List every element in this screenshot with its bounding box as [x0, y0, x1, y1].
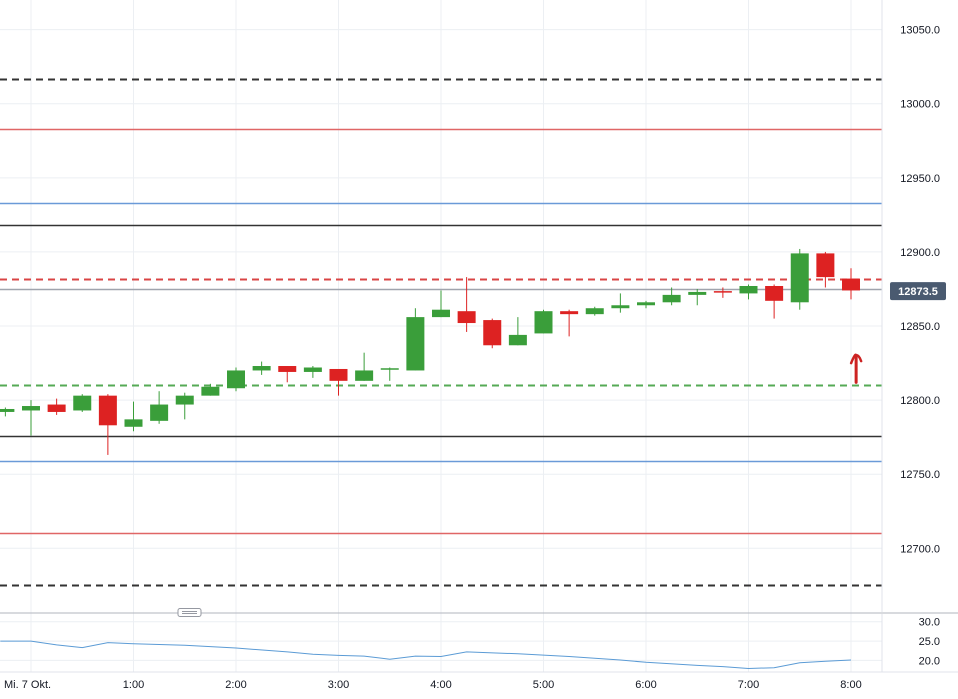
candle-down [765, 285, 784, 301]
chart-grid [0, 0, 882, 672]
time-tick-label: 2:00 [225, 679, 246, 691]
price-tick-label: 12750.0 [900, 469, 940, 481]
price-tick-label: 12800.0 [900, 395, 940, 407]
time-tick-label: 3:00 [328, 679, 349, 691]
level-lines [0, 78, 882, 587]
candle-down [47, 404, 66, 412]
annotation-arrow [849, 353, 863, 384]
candle-down [560, 311, 579, 315]
time-tick-label: 7:00 [738, 679, 759, 691]
candle-up [150, 404, 169, 421]
price-tick-label: 12900.0 [900, 247, 940, 259]
price-tick-label: 13000.0 [900, 99, 940, 111]
time-tick-label: 1:00 [123, 679, 144, 691]
last-price-label: 12873.5 [890, 282, 946, 301]
price-tick-label: 12950.0 [900, 173, 940, 185]
indicator-pane [0, 640, 852, 670]
candle-down [98, 395, 117, 426]
indicator-axis: 30.0 25.0 20.0 [919, 617, 940, 668]
candle-up [585, 308, 604, 315]
pane-resize-handle[interactable] [177, 608, 202, 617]
candle-up [637, 302, 655, 306]
candle-down [816, 253, 835, 278]
candle-up [662, 294, 681, 303]
candle-up [73, 395, 92, 411]
price-tick-label: 12700.0 [900, 543, 940, 555]
candle-down [278, 366, 297, 372]
candle-up [739, 285, 758, 294]
candle-up [688, 291, 707, 295]
time-tick-label: 5:00 [533, 679, 554, 691]
candle-up [790, 253, 809, 303]
candle-up [252, 366, 271, 371]
candle-down [457, 311, 476, 324]
candle-up [201, 386, 220, 396]
candle-down [842, 278, 860, 291]
last-price-text: 12873.5 [898, 286, 938, 298]
candle-up [124, 419, 143, 427]
time-axis[interactable]: Mi. 7 Okt. 1:00 2:00 3:00 4:00 5:00 6:00 7:00 8:… [4, 679, 862, 691]
candle-up [534, 311, 553, 334]
candle-up [355, 370, 374, 381]
candle-up [303, 367, 322, 372]
candle-up [508, 334, 527, 346]
indicator-line [0, 640, 852, 670]
candle-up [611, 305, 630, 309]
indicator-tick-label: 25.0 [919, 636, 940, 648]
indicator-tick-label: 30.0 [919, 617, 940, 629]
candle-down [483, 320, 502, 346]
time-tick-label: Mi. 7 Okt. [4, 679, 51, 691]
time-tick-label: 8:00 [840, 679, 861, 691]
candles [0, 248, 860, 455]
candle-up [406, 317, 425, 371]
candle-up [22, 406, 40, 411]
candle-up [227, 370, 245, 389]
price-tick-label: 13050.0 [900, 25, 940, 37]
candle-down [329, 368, 348, 381]
price-axis[interactable]: 13050.0 13000.0 12950.0 12900.0 12850.0 12800… [900, 25, 940, 556]
candle-up [175, 395, 194, 405]
arrow-head [849, 353, 863, 365]
candle-up [432, 309, 450, 318]
price-tick-label: 12850.0 [900, 321, 940, 333]
time-tick-label: 4:00 [430, 679, 451, 691]
time-tick-label: 6:00 [635, 679, 656, 691]
indicator-tick-label: 20.0 [919, 655, 940, 667]
candle-up [0, 408, 15, 412]
